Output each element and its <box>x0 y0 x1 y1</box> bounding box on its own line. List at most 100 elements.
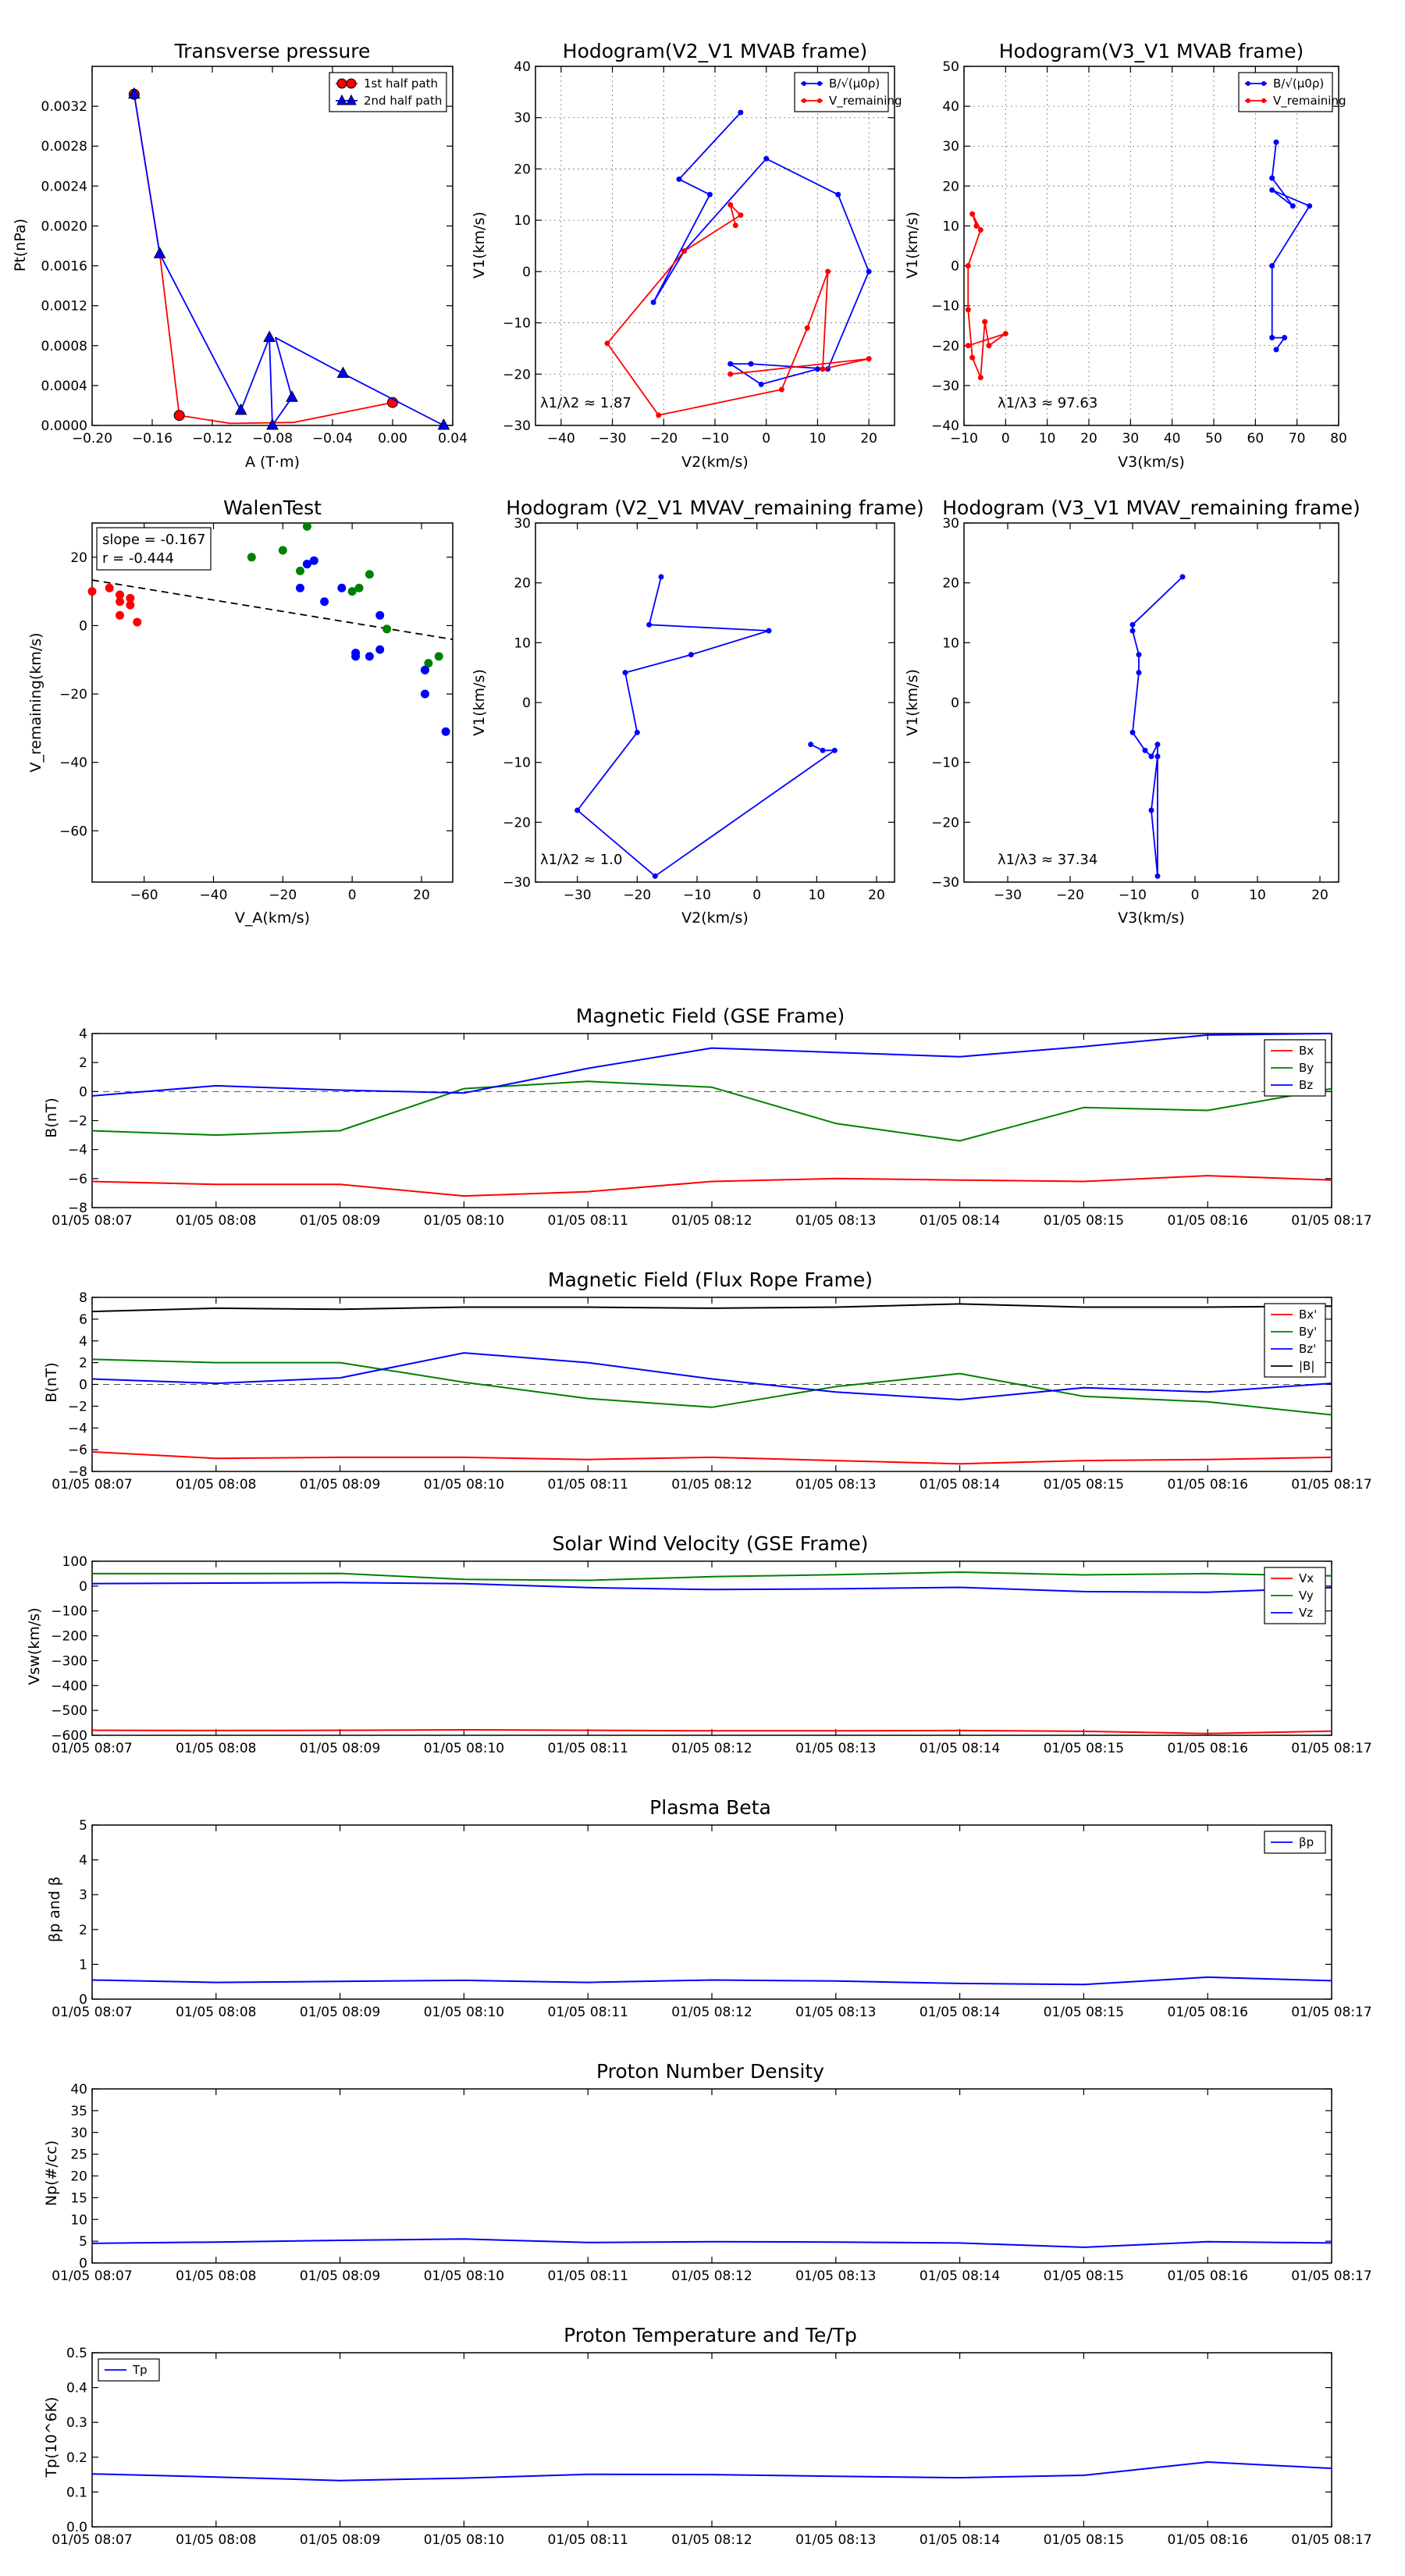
y-tick-label: 30 <box>942 516 959 532</box>
data-point <box>604 340 610 347</box>
x-tick-label: 01/05 08:09 <box>300 2532 380 2548</box>
x-tick-label: 01/05 08:14 <box>919 2532 1000 2548</box>
y-tick-label: 20 <box>70 550 87 566</box>
data-point <box>738 109 744 116</box>
x-tick-label: 01/05 08:13 <box>795 1741 876 1756</box>
data-point <box>296 566 305 575</box>
y-tick-label: −20 <box>931 815 959 831</box>
y-tick-label: 0 <box>79 1579 87 1595</box>
plot-area-magnetic-field-flux-rope: 01/05 08:07 01/05 08:08 01/05 08:09 01/05 0… <box>52 1290 1371 1493</box>
data-point <box>309 556 318 565</box>
x-tick-label: −30 <box>564 888 592 903</box>
y-tick-label: 15 <box>70 2190 87 2206</box>
y-axis-label: B(nT) <box>43 1362 60 1403</box>
y-tick-label: 0 <box>79 1378 87 1393</box>
x-tick-label: 01/05 08:11 <box>548 1213 628 1229</box>
x-tick-label: 30 <box>1122 431 1140 447</box>
data-point <box>973 222 980 229</box>
series-line <box>91 1582 1332 1593</box>
x-tick-label: 01/05 08:17 <box>1291 2005 1371 2020</box>
data-point <box>804 325 810 331</box>
fit-stats-box <box>96 527 212 571</box>
y-tick-label: 3 <box>79 1888 87 1903</box>
data-point <box>965 307 971 313</box>
data-point <box>347 587 357 596</box>
x-tick-label: 01/05 08:08 <box>176 2532 256 2548</box>
x-tick-label: 01/05 08:17 <box>1291 1477 1371 1493</box>
y-tick-label: 0 <box>522 696 531 711</box>
data-point <box>1148 753 1154 760</box>
y-tick-label: 0 <box>522 265 531 280</box>
plot-area-solar-wind-velocity: 01/05 08:07 01/05 08:08 01/05 08:09 01/05 0… <box>51 1554 1371 1756</box>
data-point <box>437 418 450 430</box>
y-tick-label: 100 <box>62 1554 87 1570</box>
x-tick-label: −10 <box>701 431 729 447</box>
data-point <box>820 366 826 372</box>
data-point <box>126 593 135 603</box>
data-point <box>732 222 738 229</box>
y-tick-label: −2 <box>68 1114 87 1130</box>
eigenvalue-ratio-annotation: λ1/λ3 ≈ 37.34 <box>998 852 1097 868</box>
data-point <box>969 211 976 217</box>
y-tick-label: 6 <box>79 1312 87 1328</box>
x-tick-label: −0.16 <box>132 431 173 447</box>
y-tick-label: −2 <box>68 1399 87 1414</box>
data-point <box>302 560 311 569</box>
legend-box <box>794 72 889 112</box>
legend-label: V_remaining <box>1273 94 1346 109</box>
x-tick-label: 10 <box>1249 888 1266 903</box>
legend-marker <box>346 94 357 105</box>
data-point <box>1129 621 1136 628</box>
y-axis-label: V1(km/s) <box>471 669 488 736</box>
data-point <box>820 747 826 753</box>
data-point <box>116 597 125 607</box>
y-tick-label: −300 <box>51 1653 87 1669</box>
x-tick-label: −20 <box>649 431 678 447</box>
x-tick-label: −60 <box>130 888 158 903</box>
data-point <box>1273 347 1279 353</box>
series-line <box>91 1358 1332 1416</box>
y-tick-label: −600 <box>51 1728 87 1744</box>
fit-line <box>91 579 454 641</box>
legend-label: Bx <box>1299 1044 1314 1058</box>
x-tick-label: 20 <box>1080 431 1097 447</box>
legend-marker <box>1261 81 1266 86</box>
y-tick-label: 0.0020 <box>41 219 87 234</box>
x-tick-label: 01/05 08:08 <box>176 1741 256 1756</box>
series-line <box>91 1976 1332 1986</box>
x-tick-label: 40 <box>1164 431 1181 447</box>
y-tick-label: −60 <box>59 824 87 839</box>
data-point <box>646 621 653 628</box>
data-point <box>234 403 247 415</box>
data-point <box>424 659 433 668</box>
x-tick-label: 0 <box>1191 888 1200 903</box>
data-point <box>441 727 450 736</box>
y-tick-label: −30 <box>931 875 959 891</box>
y-tick-label: 30 <box>514 516 531 532</box>
legend-label: Bz <box>1299 1078 1313 1092</box>
x-axis-label: V2(km/s) <box>681 454 749 471</box>
x-tick-label: 01/05 08:14 <box>919 1213 1000 1229</box>
data-point <box>977 227 984 233</box>
x-tick-label: 01/05 08:14 <box>919 1477 1000 1493</box>
y-tick-label: −10 <box>503 316 531 332</box>
x-tick-label: 01/05 08:13 <box>795 2005 876 2020</box>
data-point <box>296 583 305 592</box>
chart-title: Proton Temperature and Te/Tp <box>564 2324 857 2347</box>
y-tick-label: −20 <box>931 339 959 354</box>
x-axis-label: V3(km/s) <box>1118 909 1185 927</box>
x-tick-label: −10 <box>683 888 711 903</box>
data-point <box>420 689 429 699</box>
x-tick-label: 01/05 08:08 <box>176 2268 256 2284</box>
eigenvalue-ratio-annotation: λ1/λ2 ≈ 1.0 <box>540 852 622 868</box>
data-point <box>748 361 754 367</box>
x-tick-label: 01/05 08:09 <box>300 2268 380 2284</box>
x-tick-label: 01/05 08:08 <box>176 1477 256 1493</box>
x-tick-label: 01/05 08:15 <box>1044 1477 1124 1493</box>
data-point <box>658 574 664 580</box>
plot-area-transverse-pressure: −0.20 −0.16 −0.12 −0.08 −0.04 0.00 0.04 0.0000 0… <box>41 66 468 447</box>
x-tick-label: 01/05 08:11 <box>548 1477 628 1493</box>
x-tick-label: 01/05 08:15 <box>1044 2268 1124 2284</box>
x-tick-label: 01/05 08:13 <box>795 2532 876 2548</box>
legend-label: Bx' <box>1299 1308 1317 1322</box>
